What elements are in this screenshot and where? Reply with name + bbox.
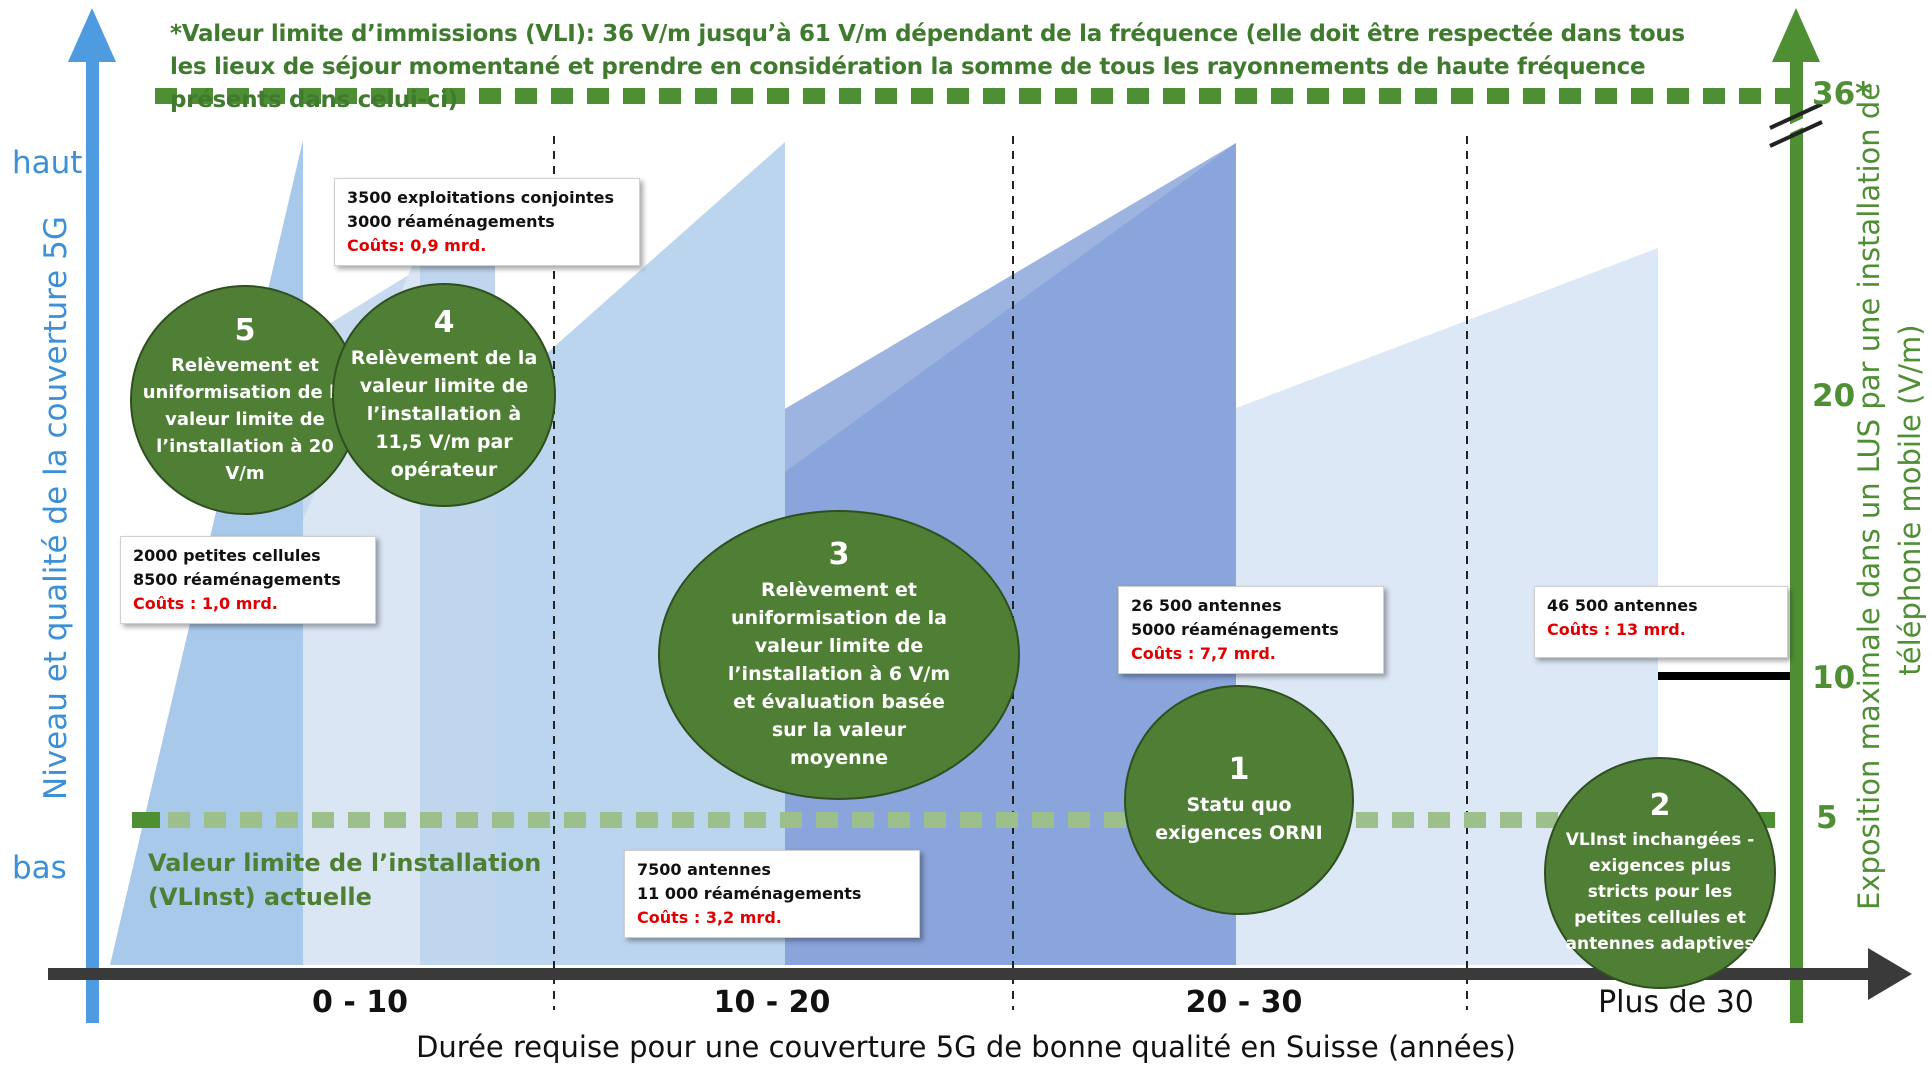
box-cost: Coûts: 0,9 mrd. [347,236,487,255]
box-line: 8500 réaménagements [133,570,341,589]
right-axis-title-line2: téléphonie mobile (V/m) [1893,324,1927,676]
scenario-number: 4 [433,305,455,340]
scenario-text: stricts pour les [1587,882,1733,902]
scenario-text: l’installation à 6 V/m [727,663,951,685]
box-line: 7500 antennes [637,860,771,879]
box-scenario-5: 2000 petites cellules 8500 réaménagement… [120,536,376,624]
scenario-4-bubble: 4 Relèvement de la valeur limite de l’in… [332,283,556,507]
x-axis-line [48,968,1888,980]
x-axis-arrow [1868,948,1912,1000]
scenario-text: VLInst inchangées - [1565,830,1755,850]
vli-note: *Valeur limite d’immissions (VLI): 36 V/… [170,21,1685,113]
box-scenario-2: 46 500 antennes Coûts : 13 mrd. [1534,586,1788,658]
scenario-text: exigences ORNI [1155,822,1323,844]
scenario-text: V/m [225,462,265,484]
right-axis-tick-20: 20 [1812,378,1856,414]
box-line: 46 500 antennes [1547,596,1698,615]
box-cost: Coûts : 13 mrd. [1547,620,1686,639]
box-line: 5000 réaménagements [1131,620,1339,639]
scenario-text: Relèvement de la [350,347,538,369]
scenario-number: 1 [1228,752,1250,787]
left-axis-high: haut [12,145,83,181]
axis-break-gap [1770,111,1822,141]
box-cost: Coûts : 1,0 mrd. [133,594,278,613]
scenario-number: 5 [234,312,256,348]
scenario-text: petites cellules et [1574,908,1746,928]
left-axis-low: bas [12,850,67,886]
left-axis-arrow [68,8,116,62]
box-scenario-1: 26 500 antennes 5000 réaménagements Coût… [1118,586,1384,674]
scenario-text: l’installation à 20 [156,435,334,457]
right-axis-line [1790,55,1803,1023]
box-line: 11 000 réaménagements [637,884,862,903]
scenario-text: Statu quo [1186,794,1292,816]
scenario-text: exigences plus [1589,856,1731,876]
box-scenario-3: 7500 antennes 11 000 réaménagements Coût… [624,850,920,938]
right-axis-tick-36: 36* [1812,76,1872,112]
axis-break-1 [1769,102,1823,130]
period-20-30: 20 - 30 [1185,985,1303,1020]
vlinst-label: Valeur limite de l’installation (VLInst)… [148,846,541,914]
scenario-1-bubble: 1 Statu quo exigences ORNI [1124,685,1354,915]
box-cost: Coûts : 7,7 mrd. [1131,644,1276,663]
scenario-3-bubble: 3 Relèvement et uniformisation de la val… [658,510,1020,800]
scenario-text: moyenne [789,747,889,769]
scenario-text: valeur limite de [359,375,529,397]
scenario-text: valeur limite de [754,635,924,657]
box-line: 2000 petites cellules [133,546,321,565]
x-axis-title: Durée requise pour une couverture 5G de … [416,1030,1516,1064]
scenario-2-bubble: 2 VLInst inchangées - exigences plus str… [1544,757,1776,989]
right-axis-tick-5: 5 [1816,800,1838,836]
vlinst-label-line2: (VLInst) actuelle [148,883,372,911]
scenario-text: sur la valeur [771,719,907,741]
scenario-text: Relèvement et [760,579,918,601]
scenario-text: antennes adaptives [1565,934,1755,954]
period-10-20: 10 - 20 [713,985,831,1020]
left-axis-line [86,55,99,1023]
box-line: 3000 réaménagements [347,212,555,231]
left-axis-title: Niveau et qualité de la couverture 5G [38,216,74,800]
scenario-text: l’installation à [366,403,522,425]
scenario-text: opérateur [390,459,498,481]
scenario-5-bubble: 5 Relèvement et uniformisation de la val… [130,285,360,515]
box-line: 3500 exploitations conjointes [347,188,614,207]
vlinst-label-line1: Valeur limite de l’installation [148,849,542,877]
scenario-text: valeur limite de [165,408,325,430]
scenario-number: 2 [1649,788,1671,823]
scenario-text: et évaluation basée [733,691,945,713]
right-axis-tick-10: 10 [1812,660,1856,696]
box-scenario-4: 3500 exploitations conjointes 3000 réamé… [334,178,640,266]
axis-break-2 [1769,120,1823,148]
scenario-text: uniformisation de la [731,607,947,629]
period-0-10: 0 - 10 [312,985,408,1020]
period-plus-30: Plus de 30 [1598,985,1754,1020]
scenario-text: Relèvement et [171,354,319,376]
box-cost: Coûts : 3,2 mrd. [637,908,782,927]
box-line: 26 500 antennes [1131,596,1282,615]
scenario-text: uniformisation de la [142,381,348,403]
scenario-number: 3 [828,537,850,572]
right-axis-title-line1: Exposition maximale dans un LUS par une … [1852,82,1886,910]
right-axis-arrow [1772,8,1820,62]
scenario-text: 11,5 V/m par [375,431,513,453]
